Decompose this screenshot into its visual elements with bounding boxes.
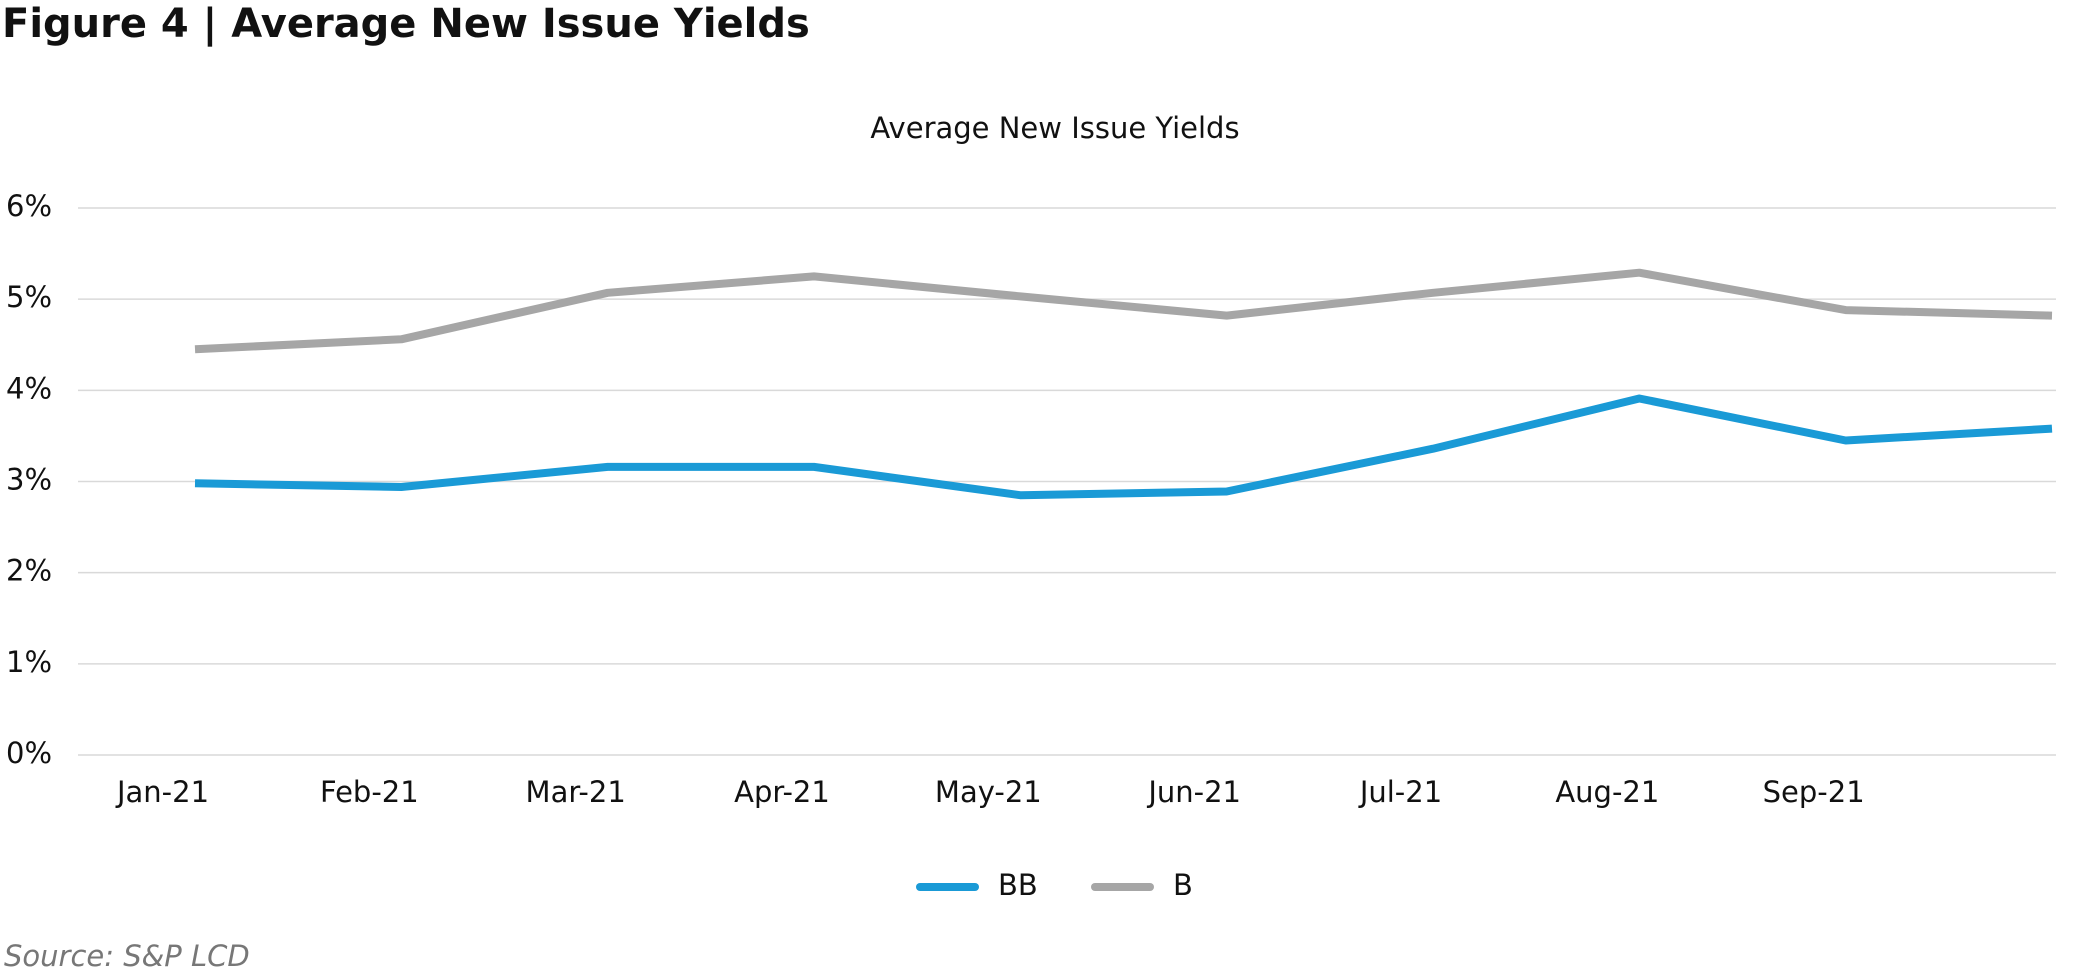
legend-label: B xyxy=(1173,868,1193,902)
x-tick-label: Jan-21 xyxy=(115,775,209,809)
header-title: Figure 4 | Average New Issue Yields xyxy=(2,1,810,48)
source: Source: S&P LCD xyxy=(4,939,250,973)
x-tick-label: May-21 xyxy=(935,775,1042,809)
x-tick-label: Aug-21 xyxy=(1555,775,1659,809)
x-tick-label: Jul-21 xyxy=(1358,775,1442,809)
series-line xyxy=(194,394,2053,500)
chart-title: Average New Issue Yields xyxy=(870,111,1239,145)
x-tick-label: Feb-21 xyxy=(320,775,419,809)
x-tick-label: Sep-21 xyxy=(1763,775,1865,809)
legend-label: BB xyxy=(998,868,1038,902)
y-tick-label: 6% xyxy=(6,189,52,223)
x-tick-label: Jun-21 xyxy=(1146,775,1241,809)
y-tick-label: 4% xyxy=(6,371,52,405)
y-tick-label: 2% xyxy=(6,554,52,588)
y-tick-label: 0% xyxy=(6,736,52,770)
x-tick-label: Apr-21 xyxy=(734,775,830,809)
y-tick-label: 5% xyxy=(6,280,52,314)
series-line xyxy=(194,268,2053,354)
y-tick-label: 1% xyxy=(6,645,52,679)
x-tick-label: Mar-21 xyxy=(526,775,626,809)
y-tick-label: 3% xyxy=(6,463,52,497)
